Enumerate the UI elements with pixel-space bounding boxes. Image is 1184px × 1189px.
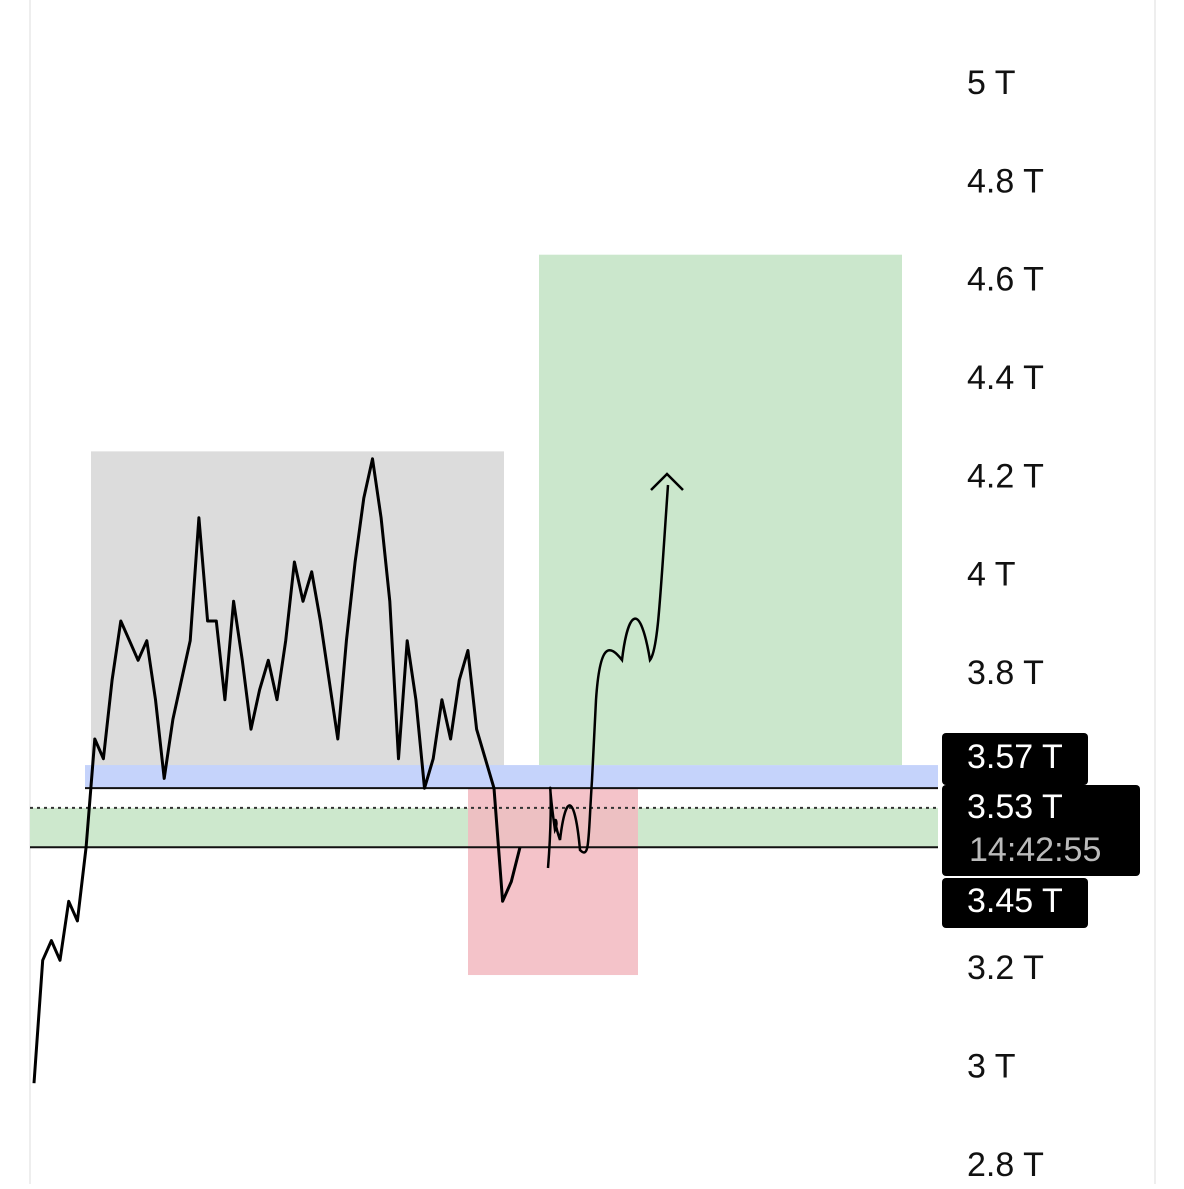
y-tick-label: 4.4 T: [967, 359, 1044, 397]
projection-path: [546, 484, 670, 869]
y-tick-label: 2.8 T: [967, 1146, 1044, 1184]
price-label-box: [942, 878, 1088, 928]
countdown: 14:42:55: [969, 831, 1101, 869]
zone: [85, 765, 938, 789]
y-tick-label: 4.2 T: [967, 457, 1044, 495]
price-label: 3.53 T: [967, 788, 1063, 826]
price-axis: 5 T 4.8 T 4.6 T 4.4 T 4.2 T 4 T 3.8 T 3.2 T 3 T 2…: [942, 64, 1140, 1184]
price-label: 3.45 T: [967, 882, 1063, 920]
y-tick-label: 4.6 T: [967, 261, 1044, 299]
y-tick-label: 3.8 T: [967, 654, 1044, 692]
zone: [91, 451, 504, 789]
y-tick-label: 3 T: [967, 1047, 1016, 1085]
price-label-box: [942, 733, 1088, 785]
y-tick-label: 5 T: [967, 64, 1016, 102]
price-line-series: [32, 457, 522, 1084]
plot: [30, 457, 938, 1084]
y-tick-label: 3.2 T: [967, 949, 1044, 987]
y-tick-label: 4 T: [967, 556, 1016, 594]
price-label-box: [942, 785, 1140, 876]
zone: [539, 254, 902, 766]
projection-arrowhead: [650, 472, 684, 491]
price-label: 3.57 T: [967, 738, 1063, 776]
y-tick-label: 4.8 T: [967, 162, 1044, 200]
